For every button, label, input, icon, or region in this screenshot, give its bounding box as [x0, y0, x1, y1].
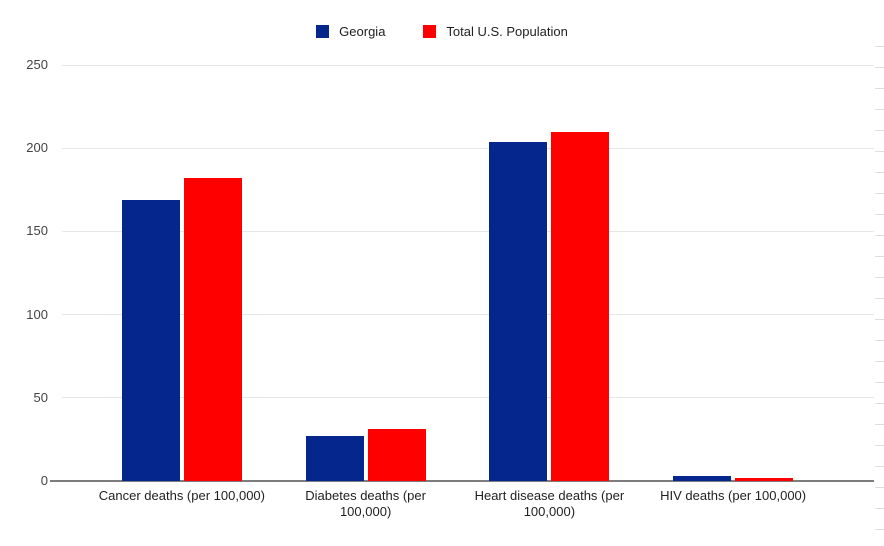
bar-total-u-s-population — [367, 429, 426, 481]
legend: Georgia Total U.S. Population — [0, 24, 884, 39]
x-axis-line — [50, 480, 874, 482]
gridline — [62, 147, 874, 149]
bar-georgia — [121, 199, 180, 481]
gridline — [62, 314, 874, 316]
legend-label: Georgia — [339, 24, 386, 39]
spreadsheet-row-gridline — [875, 109, 884, 110]
gridline — [62, 64, 874, 66]
legend-item-total-u-s-population[interactable]: Total U.S. Population — [423, 24, 568, 39]
bar-georgia — [673, 476, 732, 481]
spreadsheet-row-gridline — [875, 508, 884, 509]
x-axis-category-label: Heart disease deaths (per 100,000) — [474, 488, 625, 519]
bar-georgia — [305, 436, 364, 481]
spreadsheet-row-gridline — [875, 403, 884, 404]
spreadsheet-row-gridline — [875, 466, 884, 467]
bar-total-u-s-population — [735, 478, 794, 481]
y-tick-label: 0 — [40, 473, 48, 488]
bar-georgia — [489, 141, 548, 481]
legend-item-georgia[interactable]: Georgia — [316, 24, 385, 39]
spreadsheet-row-gridline — [875, 193, 884, 194]
spreadsheet-row-gridline — [875, 487, 884, 488]
y-tick-label: 150 — [26, 223, 48, 239]
y-tick-label: 200 — [26, 140, 48, 156]
spreadsheet-row-gridline — [875, 46, 884, 47]
spreadsheet-row-gridline — [875, 256, 884, 257]
spreadsheet-row-gridline — [875, 151, 884, 152]
spreadsheet-row-gridline — [875, 130, 884, 131]
gridline — [62, 397, 874, 399]
y-tick-label: 250 — [26, 57, 48, 72]
spreadsheet-row-gridline — [875, 67, 884, 68]
bar-groups — [90, 65, 825, 481]
y-axis-labels: 0 50 100 150 200 250 — [0, 57, 48, 488]
spreadsheet-row-gridline — [875, 361, 884, 362]
legend-swatch-icon — [316, 25, 330, 38]
bar-total-u-s-population — [551, 131, 610, 481]
x-axis-labels: Cancer deaths (per 100,000) Diabetes deat… — [90, 488, 825, 520]
spreadsheet-row-gridline — [875, 172, 884, 173]
gridline — [62, 230, 874, 232]
x-axis-category-label: Diabetes deaths (per 100,000) — [305, 488, 426, 519]
spreadsheet-row-gridline — [875, 424, 884, 425]
plot-area — [50, 64, 874, 482]
spreadsheet-row-gridline — [875, 277, 884, 278]
spreadsheet-row-gridline — [875, 235, 884, 236]
spreadsheet-row-gridline — [875, 319, 884, 320]
spreadsheet-row-gridline — [875, 445, 884, 446]
x-axis-category-label: HIV deaths (per 100,000) — [660, 488, 807, 503]
spreadsheet-row-gridline — [875, 214, 884, 215]
legend-swatch-icon — [423, 25, 437, 38]
spreadsheet-row-gridline — [875, 298, 884, 299]
bar-group-diabetes-deaths-per-100-000 — [274, 65, 458, 481]
legend-label: Total U.S. Population — [446, 24, 568, 39]
spreadsheet-row-gridline — [875, 340, 884, 341]
spreadsheet-row-gridline — [875, 88, 884, 89]
y-tick-label: 100 — [26, 306, 48, 322]
y-tick-label: 50 — [33, 389, 48, 405]
spreadsheet-row-ticks — [875, 0, 884, 546]
spreadsheet-row-gridline — [875, 529, 884, 530]
bar-group-hiv-deaths-per-100-000 — [641, 65, 825, 481]
x-axis-category-label: Cancer deaths (per 100,000) — [98, 488, 265, 503]
bar-group-heart-disease-deaths-per-100-000 — [458, 65, 642, 481]
bar-total-u-s-population — [183, 178, 242, 481]
bar-group-cancer-deaths-per-100-000 — [90, 65, 274, 481]
spreadsheet-row-gridline — [875, 382, 884, 383]
